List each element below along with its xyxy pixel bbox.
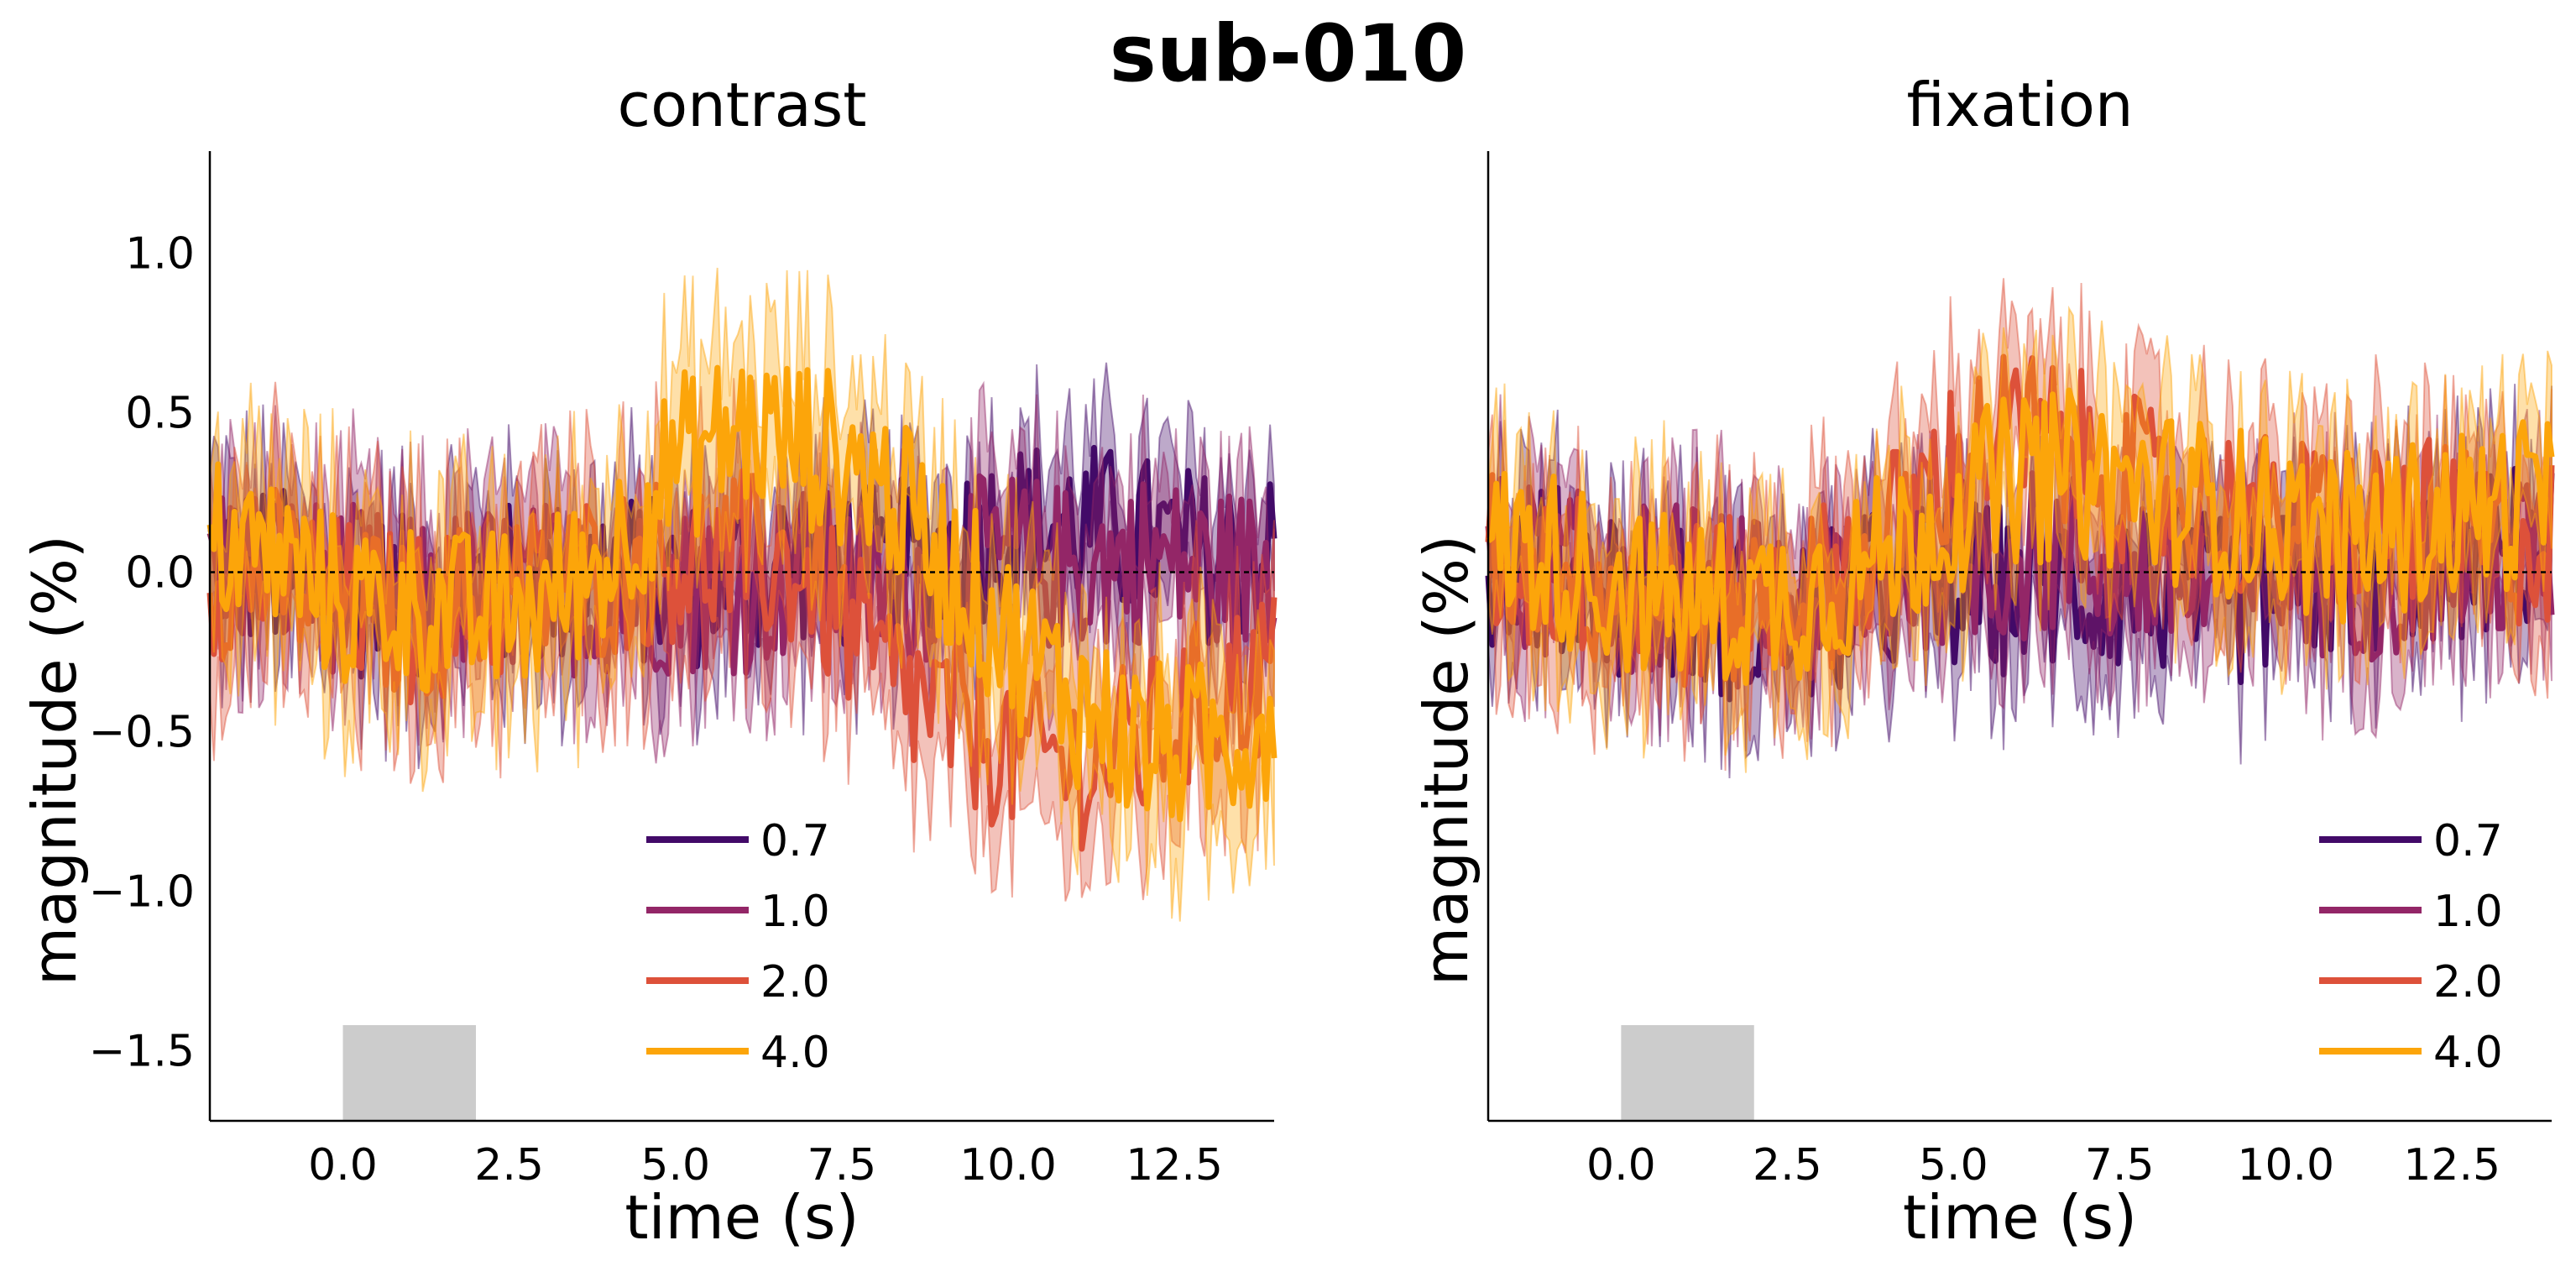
series-line-4.0 [1486,387,2555,686]
series-line-2.0 [206,468,1278,852]
x-axis-label: time (s) [624,1182,859,1253]
y-axis-label: magnitude (%) [19,535,90,986]
legend-label: 4.0 [760,1028,830,1078]
panel-title: fixation [1907,70,2134,140]
legend-label: 1.0 [2433,887,2503,937]
x-axis-label: time (s) [1903,1182,2137,1253]
x-tick-label: 10.0 [959,1140,1057,1191]
y-tick-label: −0.5 [89,707,195,757]
y-tick-label: 0.5 [125,389,195,439]
y-tick-label: 1.0 [125,229,195,280]
series-band-4.0 [1487,305,2552,773]
panel-1: fixation 0.0 2.5 5.0 7.5 10.0 12.5 time (s) magn… [1411,70,2555,1253]
y-axis-label: magnitude (%) [1411,535,1481,986]
legend-label: 0.7 [2433,816,2503,866]
figure-title: sub-010 [1109,8,1467,100]
x-tick-label: 5.0 [640,1140,710,1191]
y-tick-label: −1.0 [89,866,195,917]
stimulus-bar [342,1025,476,1121]
y-tick-label: 0.0 [125,548,195,599]
x-tick-label: 2.5 [474,1140,544,1191]
x-tick-label: 7.5 [2085,1140,2155,1191]
x-tick-label: 7.5 [807,1140,877,1191]
panel-title: contrast [618,70,867,140]
series-line-4.0 [206,364,1278,823]
x-tick-label: 10.0 [2237,1140,2334,1191]
y-tick-label: −1.5 [89,1026,195,1076]
legend-label: 2.0 [2433,957,2503,1007]
legend-label: 0.7 [760,816,830,866]
x-tick-label: 0.0 [1586,1140,1656,1191]
legend-label: 2.0 [760,957,830,1007]
legend-label: 1.0 [760,887,830,937]
legend-label: 4.0 [2433,1028,2503,1078]
x-tick-label: 12.5 [1126,1140,1223,1191]
x-tick-label: 2.5 [1753,1140,1822,1191]
x-tick-label: 5.0 [1919,1140,1988,1191]
x-tick-label: 12.5 [2403,1140,2500,1191]
x-tick-label: 0.0 [308,1140,378,1191]
panel-0: contrast 0.0 2.5 5.0 7.5 10.0 12.5 −1.5 −1.0 −0.5… [19,70,1278,1253]
stimulus-bar [1621,1025,1754,1121]
